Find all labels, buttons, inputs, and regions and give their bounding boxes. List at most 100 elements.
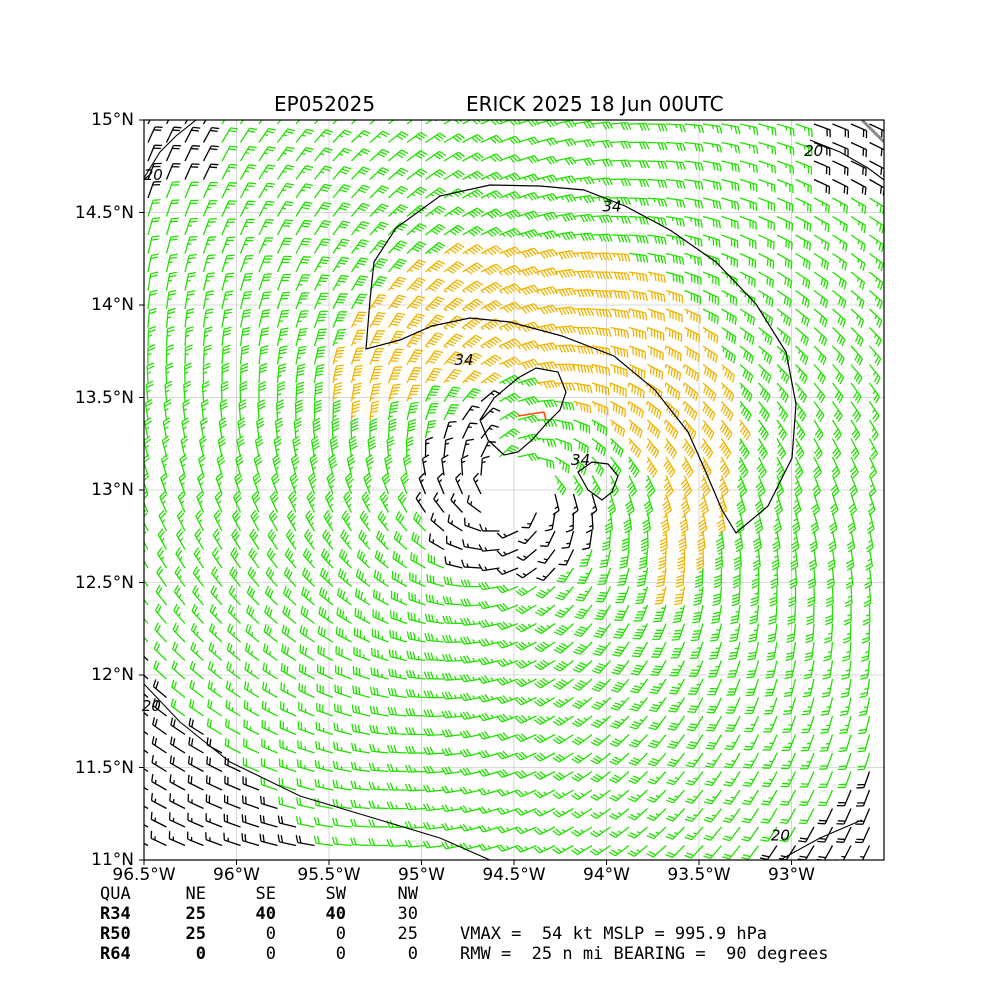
wind-barb: [455, 472, 464, 495]
wind-barb: [207, 699, 223, 717]
wind-barb: [156, 565, 168, 587]
wind-barb: [425, 593, 445, 606]
lon-tick-label: 93°W: [768, 865, 815, 885]
wind-barb: [258, 219, 274, 236]
wind-barb: [517, 191, 540, 201]
wind-barb: [215, 472, 224, 495]
wind-barb: [610, 697, 630, 711]
wind-barb: [202, 126, 220, 143]
wind-barb: [776, 419, 788, 441]
wind-barb: [228, 585, 241, 606]
wind-barb: [499, 356, 521, 369]
wind-barb: [647, 123, 668, 132]
wind-barb: [788, 586, 797, 607]
wind-barb: [630, 660, 649, 676]
wind-barb: [443, 437, 454, 458]
wind-barb: [496, 602, 519, 612]
wind-barb: [573, 382, 593, 394]
wind-barb: [422, 840, 445, 849]
wind-barb: [813, 382, 826, 404]
wind-barb: [850, 401, 862, 423]
wind-barb: [243, 681, 260, 699]
wind-barb: [536, 155, 558, 165]
wind-barb: [633, 604, 649, 622]
wind-barb: [758, 123, 777, 136]
wind-barb: [168, 831, 186, 847]
wind-barb: [571, 752, 593, 764]
wind-barb: [730, 604, 741, 625]
wind-barb: [646, 456, 658, 478]
wind-barb: [573, 400, 592, 414]
wind-barb: [461, 438, 474, 458]
wind-barb: [169, 774, 186, 791]
wind-barb: [515, 807, 537, 816]
wind-barb: [533, 696, 556, 707]
wind-contours: [144, 120, 884, 860]
wind-barb: [719, 456, 731, 479]
wind-barb: [212, 528, 223, 550]
wind-barb: [795, 327, 810, 346]
wind-barb: [151, 755, 167, 773]
wind-barb: [326, 472, 336, 495]
wind-barb: [766, 641, 778, 661]
wind-barb: [425, 150, 447, 162]
wind-barb: [352, 666, 371, 680]
wind-barb: [869, 123, 884, 139]
wind-barb: [405, 745, 426, 754]
wind-barb: [850, 419, 861, 441]
wind-barb: [608, 807, 630, 820]
wind-barb: [781, 734, 797, 751]
wind-barb: [758, 252, 775, 269]
wind-barb: [387, 294, 406, 310]
wind-barb: [579, 549, 593, 567]
wind-barb: [720, 401, 734, 422]
wind-barb: [709, 623, 723, 642]
wind-barb: [313, 399, 322, 421]
wind-barb: [610, 252, 631, 262]
wind-barb: [205, 832, 223, 847]
lat-tick-label: 15°N: [91, 110, 134, 130]
wind-barb: [317, 645, 334, 662]
wind-barb: [245, 604, 260, 624]
wind-barb: [165, 217, 180, 236]
wind-barb: [353, 646, 371, 662]
wind-barb: [678, 530, 687, 552]
wind-barb: [868, 364, 881, 385]
wind-barb: [632, 623, 649, 640]
wind-barb: [388, 131, 409, 144]
wind-barb: [665, 289, 684, 304]
wind-barb: [202, 254, 216, 273]
wind-barb: [358, 529, 371, 550]
wind-barb: [201, 380, 210, 402]
wind-barb: [552, 733, 574, 745]
wind-barb: [664, 345, 682, 362]
wind-barb: [768, 604, 778, 625]
wind-barb: [379, 491, 390, 513]
wind-barb: [860, 641, 871, 662]
wind-barb: [147, 271, 159, 291]
wind-barb: [316, 664, 334, 680]
wind-barb: [249, 528, 260, 550]
wind-barb: [705, 715, 723, 732]
wind-barb: [332, 346, 346, 365]
wind-barb: [610, 234, 631, 243]
wind-barb: [762, 734, 778, 751]
wind-barb: [184, 126, 201, 143]
wind-barb: [349, 837, 371, 847]
wind-barb: [515, 585, 537, 597]
wind-barb: [533, 733, 556, 744]
wind-barb: [350, 780, 371, 791]
wind-barb: [708, 660, 723, 678]
wind-barb: [604, 512, 613, 534]
wind-barb: [144, 417, 152, 439]
wind-barb: [739, 123, 759, 136]
storm-name-date-title: ERICK 2025 18 Jun 00UTC: [466, 92, 724, 116]
wind-barb: [462, 244, 484, 255]
wind-barb: [496, 825, 519, 834]
wind-barb: [752, 549, 761, 571]
wind-barb: [869, 141, 884, 158]
wind-barb: [335, 645, 352, 662]
wind-barb: [863, 586, 872, 608]
wind-barb: [757, 401, 770, 422]
